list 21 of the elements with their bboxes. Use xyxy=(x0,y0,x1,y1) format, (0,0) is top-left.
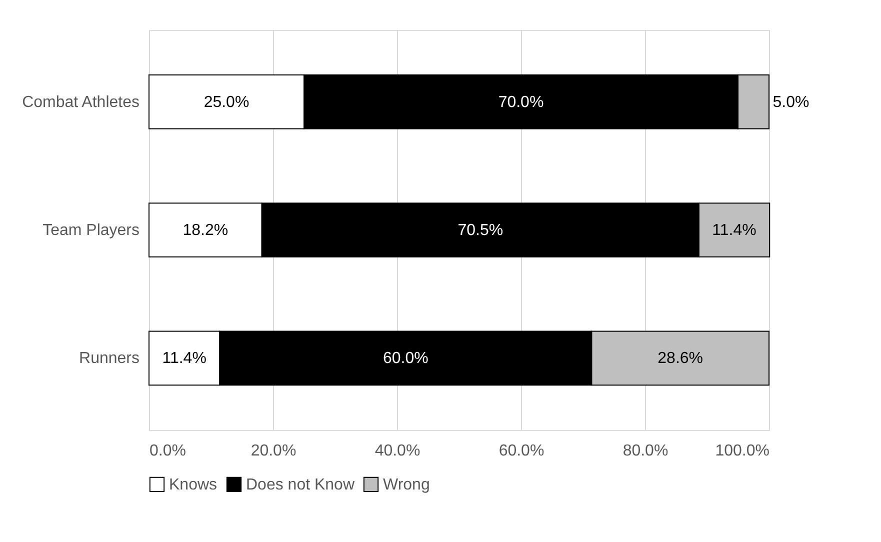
y-tick-label: Team Players xyxy=(42,222,140,239)
data-label: 60.0% xyxy=(382,350,428,368)
y-tick-label: Combat Athletes xyxy=(22,94,140,111)
y-tick-label: Runners xyxy=(79,350,140,368)
x-tick-label: 40.0% xyxy=(374,442,420,460)
data-label: 28.6% xyxy=(658,350,704,368)
legend-label: Wrong xyxy=(383,476,430,494)
x-tick-label: 20.0% xyxy=(250,442,296,460)
data-label: 5.0% xyxy=(772,94,810,111)
data-label: 11.4% xyxy=(712,222,756,239)
x-tick-label: 0.0% xyxy=(150,442,186,460)
x-tick-label: 80.0% xyxy=(622,442,668,460)
legend-label: Knows xyxy=(169,476,218,494)
data-label: 70.0% xyxy=(498,94,544,111)
data-label: 25.0% xyxy=(204,94,250,111)
data-label: 11.4% xyxy=(162,350,206,368)
data-label: 18.2% xyxy=(182,222,228,239)
x-tick-label: 60.0% xyxy=(498,442,544,460)
legend-label: Does not Know xyxy=(246,476,355,494)
x-tick-label: 100.0% xyxy=(715,442,770,460)
data-label: 70.5% xyxy=(458,222,504,239)
